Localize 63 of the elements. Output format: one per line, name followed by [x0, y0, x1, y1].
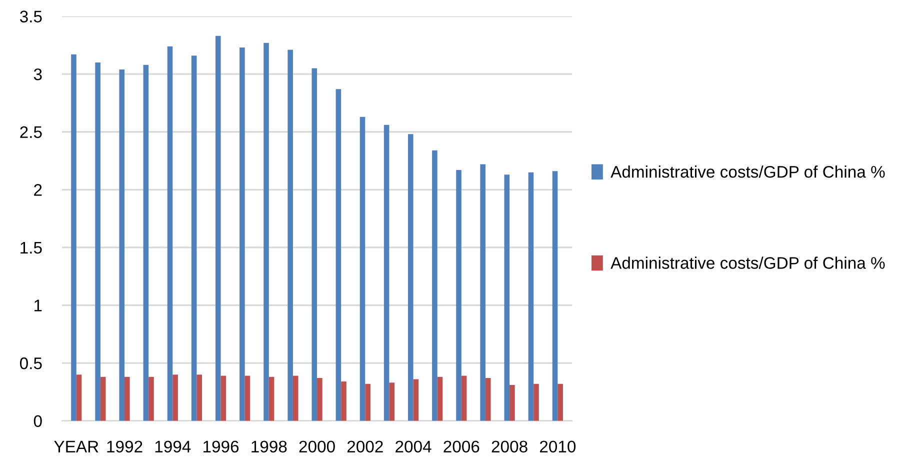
- legend-label: Administrative costs/GDP of China %: [610, 256, 885, 269]
- x-tick-label: 2000: [299, 440, 335, 453]
- legend-label: Administrative costs/GDP of China %: [610, 166, 885, 178]
- bar: [76, 374, 82, 421]
- bar: [552, 171, 558, 421]
- bar: [268, 376, 274, 421]
- y-tick-label: 0.5: [20, 357, 42, 370]
- bar: [510, 384, 515, 421]
- bar: [191, 56, 197, 421]
- bar: [215, 36, 221, 421]
- bar: [124, 376, 130, 421]
- x-tick-label: YEAR: [54, 440, 98, 452]
- y-tick-label: 2.5: [20, 126, 42, 138]
- bar: [384, 124, 390, 421]
- bar: [312, 68, 318, 421]
- bar: [95, 62, 100, 421]
- bar: [119, 69, 125, 421]
- bar: [389, 382, 395, 421]
- x-tick-label: 2004: [396, 440, 432, 453]
- bar: [317, 378, 322, 421]
- bar: [558, 384, 563, 421]
- bar: [413, 379, 419, 421]
- bar: [461, 376, 467, 421]
- y-tick-label: 1: [34, 300, 42, 312]
- bar: [172, 374, 178, 421]
- bar: [167, 46, 173, 421]
- bar: [148, 376, 154, 421]
- y-tick-label: 1.5: [20, 242, 42, 254]
- bar: [288, 50, 293, 421]
- bar: [534, 384, 539, 421]
- x-tick-label: 1994: [155, 440, 191, 453]
- bar: [220, 376, 226, 421]
- bar: [485, 378, 491, 421]
- y-tick-label: 3.5: [20, 10, 42, 22]
- bar: [264, 42, 269, 421]
- bar: [432, 150, 438, 421]
- bar: [456, 170, 462, 421]
- y-tick-label: 3: [34, 68, 42, 80]
- x-tick-label: 1992: [107, 440, 142, 453]
- bar: [292, 376, 298, 421]
- bar: [480, 164, 486, 421]
- x-tick-label: 2010: [540, 440, 576, 453]
- y-tick-label: 2: [34, 184, 42, 196]
- y-tick-label: 0: [34, 415, 42, 428]
- bar: [336, 89, 342, 421]
- x-tick-label: 1998: [252, 440, 287, 453]
- x-tick-label: 2008: [492, 440, 528, 453]
- bar: [100, 376, 106, 421]
- bar: [240, 47, 245, 421]
- bar: [528, 172, 534, 421]
- bar: [408, 134, 414, 421]
- bar: [437, 376, 443, 421]
- bar: [365, 384, 370, 421]
- bar: [196, 374, 202, 421]
- x-tick-label: 2006: [444, 440, 480, 453]
- bar: [244, 376, 250, 421]
- bar: [341, 382, 346, 421]
- bar: [71, 54, 76, 421]
- x-tick-label: 2002: [347, 440, 383, 453]
- bar: [360, 116, 366, 421]
- bar: [504, 174, 510, 421]
- x-tick-label: 1996: [204, 440, 239, 453]
- bar: [143, 64, 149, 421]
